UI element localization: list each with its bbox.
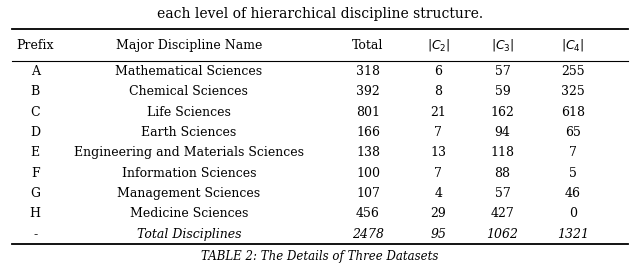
Text: 325: 325 [561, 85, 585, 98]
Text: Prefix: Prefix [17, 38, 54, 52]
Text: Total Disciplines: Total Disciplines [136, 228, 241, 241]
Text: Life Sciences: Life Sciences [147, 106, 231, 119]
Text: 801: 801 [356, 106, 380, 119]
Text: F: F [31, 167, 40, 180]
Text: 2478: 2478 [352, 228, 384, 241]
Text: TABLE 2: The Details of Three Datasets: TABLE 2: The Details of Three Datasets [202, 250, 438, 263]
Text: -: - [33, 228, 37, 241]
Text: 100: 100 [356, 167, 380, 180]
Text: Management Sciences: Management Sciences [117, 187, 260, 200]
Text: 8: 8 [435, 85, 442, 98]
Text: 456: 456 [356, 207, 380, 220]
Text: 59: 59 [495, 85, 510, 98]
Text: 618: 618 [561, 106, 585, 119]
Text: 46: 46 [564, 187, 581, 200]
Text: 392: 392 [356, 85, 380, 98]
Text: 166: 166 [356, 126, 380, 139]
Text: 318: 318 [356, 65, 380, 78]
Text: $|C_4|$: $|C_4|$ [561, 37, 584, 53]
Text: Major Discipline Name: Major Discipline Name [116, 38, 262, 52]
Text: 427: 427 [490, 207, 515, 220]
Text: each level of hierarchical discipline structure.: each level of hierarchical discipline st… [157, 7, 483, 21]
Text: Medicine Sciences: Medicine Sciences [130, 207, 248, 220]
Text: Earth Sciences: Earth Sciences [141, 126, 236, 139]
Text: Total: Total [352, 38, 384, 52]
Text: Chemical Sciences: Chemical Sciences [129, 85, 248, 98]
Text: 65: 65 [565, 126, 580, 139]
Text: 57: 57 [495, 187, 510, 200]
Text: Mathematical Sciences: Mathematical Sciences [115, 65, 262, 78]
Text: C: C [30, 106, 40, 119]
Text: H: H [29, 207, 41, 220]
Text: 7: 7 [435, 167, 442, 180]
Text: 107: 107 [356, 187, 380, 200]
Text: 21: 21 [431, 106, 446, 119]
Text: 0: 0 [569, 207, 577, 220]
Text: 57: 57 [495, 65, 510, 78]
Text: B: B [31, 85, 40, 98]
Text: 138: 138 [356, 146, 380, 159]
Text: 1321: 1321 [557, 228, 589, 241]
Text: 5: 5 [569, 167, 577, 180]
Text: 29: 29 [431, 207, 446, 220]
Text: D: D [30, 126, 40, 139]
Text: 7: 7 [569, 146, 577, 159]
Text: G: G [30, 187, 40, 200]
Text: 6: 6 [435, 65, 442, 78]
Text: 94: 94 [495, 126, 510, 139]
Text: E: E [31, 146, 40, 159]
Text: 13: 13 [431, 146, 447, 159]
Text: 4: 4 [435, 187, 442, 200]
Text: $|C_3|$: $|C_3|$ [491, 37, 514, 53]
Text: 7: 7 [435, 126, 442, 139]
Text: 88: 88 [495, 167, 511, 180]
Text: 118: 118 [490, 146, 515, 159]
Text: A: A [31, 65, 40, 78]
Text: $|C_2|$: $|C_2|$ [427, 37, 450, 53]
Text: 1062: 1062 [486, 228, 518, 241]
Text: 255: 255 [561, 65, 584, 78]
Text: Information Sciences: Information Sciences [122, 167, 256, 180]
Text: Engineering and Materials Sciences: Engineering and Materials Sciences [74, 146, 304, 159]
Text: 95: 95 [431, 228, 447, 241]
Text: 162: 162 [490, 106, 515, 119]
